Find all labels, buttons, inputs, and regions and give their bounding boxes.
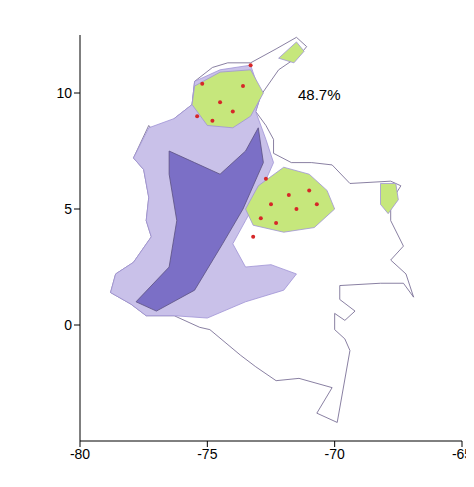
- svg-text:-75: -75: [197, 446, 217, 462]
- svg-text:5: 5: [64, 201, 72, 217]
- svg-text:-80: -80: [70, 446, 90, 462]
- svg-text:-65: -65: [452, 446, 466, 462]
- svg-text:0: 0: [64, 317, 72, 333]
- svg-text:10: 10: [56, 85, 72, 101]
- svg-text:-70: -70: [325, 446, 345, 462]
- html-text:48.7%: 48.7%: [298, 86, 341, 103]
